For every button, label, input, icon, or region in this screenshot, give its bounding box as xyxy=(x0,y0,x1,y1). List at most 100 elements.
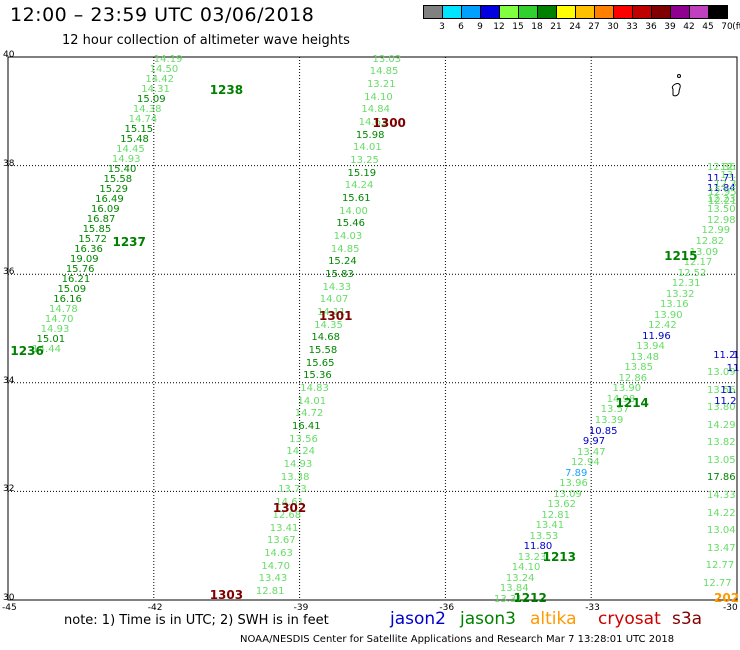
lat-label: 40 xyxy=(3,50,15,60)
lat-label: 32 xyxy=(3,484,15,495)
wave-height-value: 13.24 xyxy=(505,572,535,584)
colorbar-label: 30 xyxy=(607,22,619,32)
wave-height-value: 13.09 xyxy=(689,246,719,258)
wave-height-value: 14.33 xyxy=(707,489,736,501)
island-shape xyxy=(671,83,681,97)
lat-label: 34 xyxy=(3,375,15,386)
wave-height-value: 13.67 xyxy=(266,535,296,547)
wave-height-value-edge: 1 xyxy=(732,349,740,361)
wave-height-value: 13.21 xyxy=(366,79,396,91)
wave-height-value: 13.43 xyxy=(258,573,288,585)
wave-height-value: 13.05 xyxy=(707,454,736,466)
wave-height-value: 13.39 xyxy=(594,415,624,426)
pass-label-1215: 1215 xyxy=(664,248,698,263)
colorbar-label: 21 xyxy=(550,22,562,32)
lon-label: -39 xyxy=(293,603,309,613)
wave-height-value: 13.16 xyxy=(659,299,689,311)
map-title: 12:00 – 23:59 UTC 03/06/2018 xyxy=(10,4,315,26)
wave-height-value: 12.68 xyxy=(272,509,302,521)
island-outline xyxy=(671,74,681,97)
wave-height-value: 11.71 xyxy=(707,172,736,184)
wave-height-value: 12.82 xyxy=(695,236,725,248)
lon-label: -45 xyxy=(2,603,17,613)
wave-height-value: 16.21 xyxy=(61,274,91,286)
wave-height-value: 14.19 xyxy=(153,53,183,65)
wave-height-value: 13.73 xyxy=(278,484,307,496)
wave-height-value: 15.76 xyxy=(65,264,95,276)
pass-label-1300: 1300 xyxy=(372,115,406,130)
lon-label: -36 xyxy=(439,603,455,613)
colorbar-label: 9 xyxy=(477,22,483,32)
wave-height-value: 12.98 xyxy=(707,214,736,226)
wave-height-value: 15.58 xyxy=(103,173,133,185)
wave-height-value: 15.15 xyxy=(124,123,154,135)
wave-height-value: 15.09 xyxy=(137,93,166,105)
wave-height-value: 12.17 xyxy=(683,257,713,269)
pass-label-1303: 1303 xyxy=(209,588,244,603)
pass-label-1302: 1302 xyxy=(272,501,307,516)
wave-height-value: 13.90 xyxy=(612,383,642,395)
wave-height-value: 13.32 xyxy=(665,288,695,300)
wave-height-value: 13.90 xyxy=(654,309,683,321)
colorbar-label: 36 xyxy=(645,22,657,32)
satellite-legend-jason3: jason3 xyxy=(460,609,516,629)
wave-height-value: 15.36 xyxy=(303,370,332,382)
wave-height-value: 15.46 xyxy=(336,218,366,230)
wave-height-value: 9.97 xyxy=(582,436,606,448)
wave-height-value-edge: 11.2 xyxy=(714,395,737,407)
wave-height-value: 13.56 xyxy=(707,384,736,396)
wave-height-value: 14.85 xyxy=(330,243,360,255)
wave-height-value: 16.16 xyxy=(53,294,82,306)
pass-label-1237: 1237 xyxy=(112,235,146,250)
lon-label: -33 xyxy=(585,603,600,613)
wave-height-value: 14.68 xyxy=(311,332,341,344)
wave-height-value: 13.96 xyxy=(559,478,588,490)
wave-height-value: 14.85 xyxy=(369,66,399,78)
wave-height-value: 12.77 xyxy=(705,560,735,572)
wave-height-value: 12.86 xyxy=(618,372,648,384)
wave-height-value: 13.09 xyxy=(553,488,582,500)
wave-height-value: 15.83 xyxy=(325,269,354,281)
colorbar-label: 15 xyxy=(512,22,524,32)
pass-label-1238: 1238 xyxy=(209,83,244,98)
pass-label-1214: 1214 xyxy=(615,395,649,410)
wave-height-value: 14.29 xyxy=(707,419,736,431)
wave-height-value: 12.99 xyxy=(701,225,731,237)
wave-height-value: 13.09 xyxy=(707,367,736,379)
satellite-legend-jason2: jason2 xyxy=(390,609,446,629)
wave-height-value: 12.77 xyxy=(702,577,732,589)
wave-height-value: 13.84 xyxy=(499,583,529,595)
colorbar-label: 24 xyxy=(569,22,581,32)
lat-label: 36 xyxy=(3,267,15,278)
lat-label: 30 xyxy=(3,593,15,603)
wave-height-value: 16.41 xyxy=(291,421,321,433)
colorbar-label: 27 xyxy=(588,22,600,32)
wave-height-value: 14.24 xyxy=(344,180,374,192)
wave-height-value: 14.63 xyxy=(264,547,293,559)
wave-height-value-edge: 12.21 xyxy=(708,195,737,207)
wave-height-value: 12.94 xyxy=(571,457,600,469)
wave-height-value: 14.11 xyxy=(316,307,346,319)
colorbar-label: 70 xyxy=(721,22,733,32)
colorbar-label: 3 xyxy=(439,22,445,32)
colorbar-label: 33 xyxy=(626,22,638,32)
wave-height-value: 13.04 xyxy=(707,525,736,537)
wave-height-value: 13.48 xyxy=(630,351,659,363)
colorbar-label: 12 xyxy=(493,22,505,32)
wave-height-value: 13.41 xyxy=(269,522,299,534)
pass-label-1212: 1212 xyxy=(513,591,547,605)
wave-height-value: 14.72 xyxy=(294,408,324,420)
wave-height-value: 14.83 xyxy=(300,383,329,395)
wave-height-value: 13.25 xyxy=(350,155,379,167)
lat-lon-grid xyxy=(7,56,738,601)
wave-height-value-edge: 11. xyxy=(720,384,737,396)
colorbar-label: 45 xyxy=(702,22,714,32)
wave-height-value: 14.24 xyxy=(286,446,316,458)
wave-height-value: 14.44 xyxy=(32,344,61,356)
colorbar-label: (ft) xyxy=(732,22,740,32)
wave-height-value: 12.31 xyxy=(671,278,701,290)
wave-height-value: 14.74 xyxy=(128,113,158,125)
wave-height-value-edge: 12.95 xyxy=(708,186,737,198)
colorbar-swatch xyxy=(708,5,728,19)
